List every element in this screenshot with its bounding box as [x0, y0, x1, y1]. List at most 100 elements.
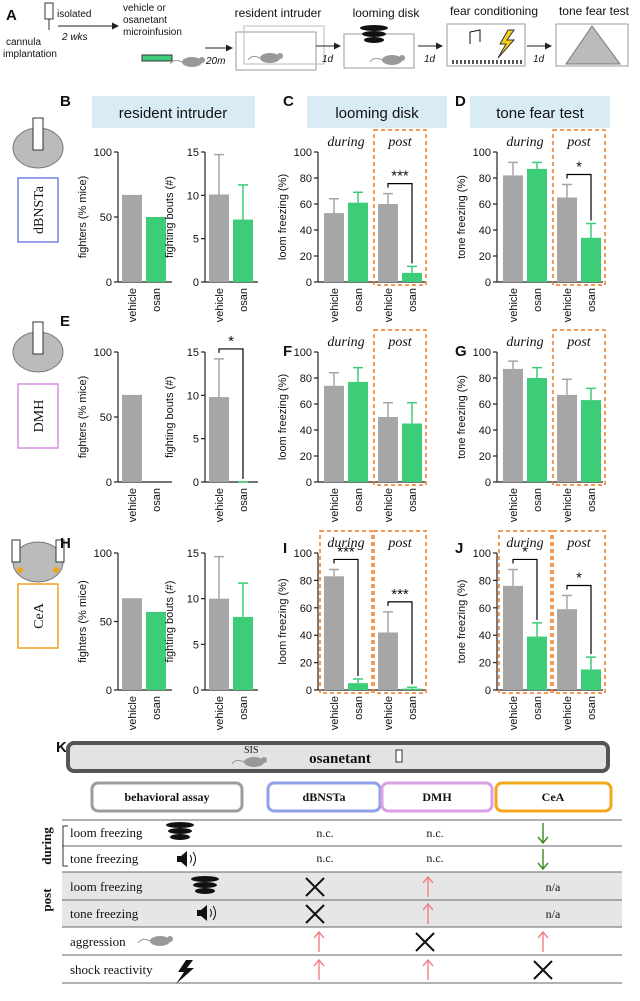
bar — [348, 202, 368, 282]
x-tick-label: vehicle — [562, 488, 574, 522]
panel-letter: E — [60, 313, 70, 330]
bar — [503, 175, 523, 282]
panel-letter: H — [60, 535, 71, 552]
x-tick-label: osan — [151, 288, 163, 312]
panel-letter: B — [60, 93, 71, 110]
y-axis-label: loom freezing (%) — [277, 578, 289, 664]
brain-icon — [11, 539, 21, 563]
error-bar — [586, 656, 596, 670]
panel-letter: F — [283, 343, 292, 360]
bar — [402, 423, 422, 482]
y-tick-label: 10 — [187, 390, 199, 402]
step-label: fear conditioning — [450, 4, 538, 18]
housing-label: isolated — [57, 9, 91, 20]
group-box — [498, 530, 552, 694]
significance-bracket — [566, 584, 592, 655]
x-tick-label: vehicle — [127, 288, 139, 322]
syringe-icon — [141, 54, 173, 62]
error-bar — [508, 161, 518, 176]
header-box — [307, 96, 447, 128]
y-tick-label: 5 — [193, 234, 199, 246]
assay-label: tone freezing — [70, 851, 139, 866]
y-tick-label: 100 — [473, 347, 491, 359]
panel-letter: G — [455, 343, 467, 360]
bar — [209, 598, 229, 690]
group-label: post — [566, 135, 591, 150]
y-tick-label: 0 — [193, 477, 199, 489]
significance-bracket — [387, 601, 413, 685]
y-tick-label: 0 — [485, 477, 491, 489]
interval-label: 1d — [424, 54, 436, 65]
y-tick-label: 80 — [479, 575, 491, 587]
bar — [402, 688, 422, 690]
y-tick-label: 80 — [479, 373, 491, 385]
y-tick-label: 0 — [193, 277, 199, 289]
error-bar — [407, 686, 417, 689]
error-bar — [407, 265, 417, 273]
x-tick-label: vehicle — [383, 288, 395, 322]
error-bar — [353, 678, 363, 684]
treatment-label: vehicle or — [123, 3, 166, 14]
y-tick-label: 20 — [300, 658, 312, 670]
column-header: CeA — [542, 790, 565, 804]
bar — [378, 632, 398, 690]
y-axis-label: loom freezing (%) — [277, 374, 289, 460]
bar — [378, 204, 398, 282]
y-tick-label: 0 — [485, 685, 491, 697]
y-axis-label: fighting bouts (#) — [164, 376, 176, 458]
error-bar — [586, 222, 596, 238]
error-bar — [383, 611, 393, 633]
x-tick-label: osan — [151, 488, 163, 512]
y-tick-label: 60 — [300, 399, 312, 411]
region-label: DMH — [32, 400, 47, 433]
row-line — [62, 819, 622, 984]
y-axis-label: tone freezing (%) — [456, 175, 468, 259]
error-bar — [353, 366, 363, 382]
y-tick-label: 100 — [294, 548, 312, 560]
duration-label: 2 wks — [61, 32, 88, 43]
x-tick-label: vehicle — [127, 696, 139, 730]
significance-label: * — [228, 333, 234, 350]
error-bar — [383, 401, 393, 417]
y-tick-label: 5 — [193, 639, 199, 651]
decrease-icon — [537, 848, 549, 870]
bar — [209, 397, 229, 482]
arena-icon — [235, 31, 317, 71]
y-axis-label: fighting bouts (#) — [164, 581, 176, 663]
surgery-label: implantation — [3, 49, 57, 60]
y-tick-label: 60 — [479, 399, 491, 411]
y-tick-label: 80 — [300, 575, 312, 587]
x-tick-label: osan — [407, 288, 419, 312]
surgery-label: cannula — [6, 37, 41, 48]
increase-icon — [313, 931, 325, 953]
section-label: post — [39, 888, 54, 912]
region-box — [17, 177, 59, 243]
y-tick-label: 15 — [187, 347, 199, 359]
header-box — [470, 96, 610, 128]
group-label: post — [566, 335, 591, 350]
y-tick-label: 20 — [479, 451, 491, 463]
group-box — [552, 129, 606, 286]
error-bar — [238, 184, 248, 220]
x-tick-label: vehicle — [508, 488, 520, 522]
error-bar — [214, 153, 224, 195]
error-bar — [383, 192, 393, 204]
x-tick-label: vehicle — [562, 696, 574, 730]
arena-icon — [243, 25, 325, 65]
panel-letter: K — [56, 739, 67, 756]
group-label: post — [566, 536, 591, 551]
y-tick-label: 60 — [479, 603, 491, 615]
bar — [146, 217, 166, 282]
disk-icon — [166, 822, 194, 840]
assay-label: shock reactivity — [70, 962, 153, 977]
bar — [527, 636, 547, 690]
brain-icon — [32, 321, 44, 355]
error-bar — [329, 372, 339, 386]
increase-icon — [537, 931, 549, 953]
x-tick-label: vehicle — [329, 696, 341, 730]
group-label: during — [506, 135, 543, 150]
decrease-icon — [537, 822, 549, 844]
column-box — [494, 781, 613, 813]
bar — [378, 417, 398, 482]
